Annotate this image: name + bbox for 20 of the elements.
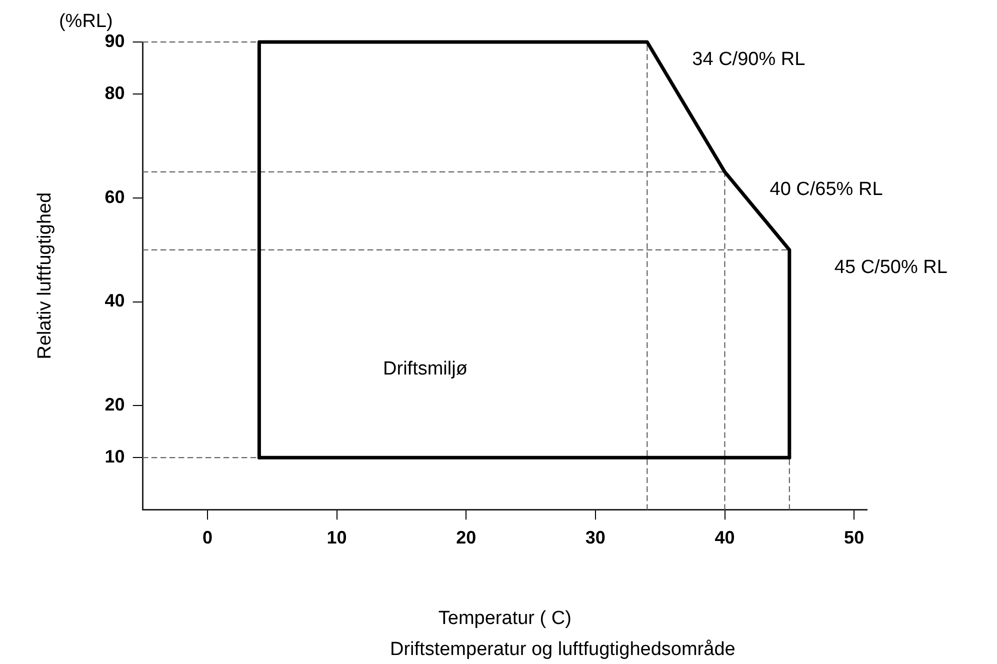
x-axis-title: Temperatur ( C) — [438, 608, 572, 629]
annotation: 45 C/50% RL — [834, 257, 948, 278]
x-tick-label: 50 — [844, 527, 864, 548]
y-tick-label: 40 — [104, 290, 125, 311]
text: Driftstemperatur og luftfugtighedsområde — [390, 639, 736, 660]
x-tick-label: 0 — [202, 527, 212, 548]
x-tick-label: 20 — [456, 527, 476, 548]
x-tick-label: 30 — [585, 527, 606, 548]
y-tick-label: 90 — [104, 30, 125, 51]
annotation: 40 C/65% RL — [770, 179, 883, 200]
y-tick-label: 20 — [104, 394, 125, 415]
annotation: 34 C/90% RL — [692, 49, 806, 70]
x-tick-label: 10 — [326, 527, 347, 548]
y-tick-label: 80 — [104, 82, 125, 103]
text: (%RL) — [58, 11, 113, 32]
x-tick-label: 40 — [714, 527, 735, 548]
annotation: Driftsmiljø — [383, 358, 468, 380]
y-tick-label: 60 — [104, 186, 125, 207]
y-tick-label: 10 — [104, 446, 125, 467]
y-axis-title: Relativ luftfugtighed — [34, 192, 56, 360]
